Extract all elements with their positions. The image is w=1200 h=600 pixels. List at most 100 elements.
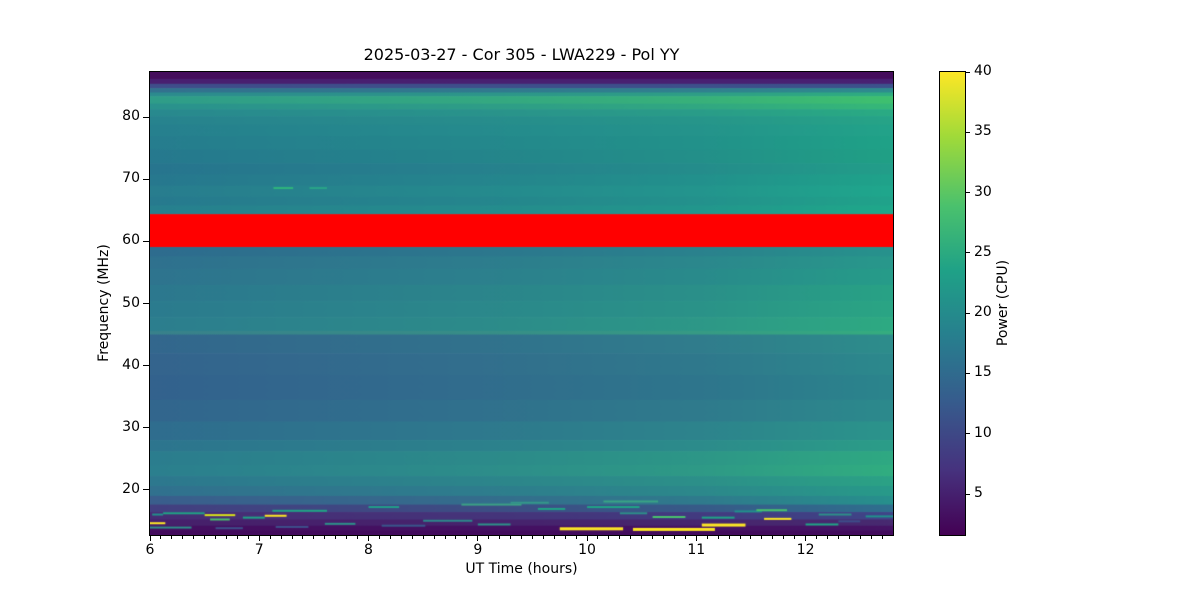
y-tick-mark: [143, 178, 149, 180]
y-tick-mark: [143, 365, 149, 367]
x-minor-tick-mark: [542, 536, 544, 539]
x-minor-tick-mark: [433, 536, 435, 539]
colorbar-gradient: [940, 72, 965, 535]
x-axis-label: UT Time (hours): [465, 561, 578, 577]
y-tick-mark: [143, 240, 149, 242]
spectrogram-plot: [149, 71, 894, 536]
x-minor-tick-mark: [488, 536, 490, 539]
colorbar-tick-label: 30: [974, 183, 992, 200]
x-tick-label: 7: [254, 542, 264, 558]
colorbar-tick-mark: [966, 433, 970, 435]
x-minor-tick-mark: [553, 536, 555, 539]
x-minor-tick-mark: [269, 536, 271, 539]
x-minor-tick-mark: [684, 536, 686, 539]
x-tick-mark: [368, 536, 370, 541]
x-tick-label: 10: [578, 542, 596, 558]
x-minor-tick-mark: [706, 536, 708, 539]
x-minor-tick-mark: [564, 536, 566, 539]
x-minor-tick-mark: [641, 536, 643, 539]
x-minor-tick-mark: [324, 536, 326, 539]
x-minor-tick-mark: [717, 536, 719, 539]
x-minor-tick-mark: [466, 536, 468, 539]
x-tick-mark: [258, 536, 260, 541]
x-minor-tick-mark: [870, 536, 872, 539]
x-minor-tick-mark: [575, 536, 577, 539]
colorbar-tick-mark: [966, 71, 970, 73]
x-tick-label: 11: [687, 542, 706, 558]
colorbar-tick-label: 15: [974, 364, 992, 381]
x-minor-tick-mark: [193, 536, 195, 539]
x-minor-tick-mark: [663, 536, 665, 539]
x-minor-tick-mark: [280, 536, 282, 539]
y-tick-mark: [143, 116, 149, 118]
x-minor-tick-mark: [859, 536, 861, 539]
x-minor-tick-mark: [728, 536, 730, 539]
x-minor-tick-mark: [652, 536, 654, 539]
x-minor-tick-mark: [881, 536, 883, 539]
colorbar-tick-label: 5: [974, 485, 983, 501]
x-minor-tick-mark: [630, 536, 632, 539]
x-minor-tick-mark: [389, 536, 391, 539]
colorbar-tick-mark: [966, 192, 970, 194]
y-tick-label: 80: [122, 108, 140, 125]
x-minor-tick-mark: [422, 536, 424, 539]
x-minor-tick-mark: [204, 536, 206, 539]
x-minor-tick-mark: [619, 536, 621, 539]
x-minor-tick-mark: [673, 536, 675, 539]
x-minor-tick-mark: [761, 536, 763, 539]
x-tick-mark: [477, 536, 479, 541]
y-axis-label: Frequency (MHz): [96, 244, 112, 362]
x-minor-tick-mark: [291, 536, 293, 539]
y-tick-label: 40: [122, 356, 140, 373]
colorbar-tick-mark: [966, 493, 970, 495]
colorbar-tick-mark: [966, 372, 970, 374]
x-tick-mark: [586, 536, 588, 541]
x-minor-tick-mark: [236, 536, 238, 539]
x-minor-tick-mark: [411, 536, 413, 539]
x-minor-tick-mark: [521, 536, 522, 539]
x-minor-tick-mark: [313, 536, 315, 539]
x-minor-tick-mark: [335, 536, 337, 539]
x-minor-tick-mark: [826, 536, 828, 539]
x-tick-mark: [805, 536, 807, 541]
x-minor-tick-mark: [531, 536, 533, 539]
x-minor-tick-mark: [750, 536, 752, 539]
x-minor-tick-mark: [378, 536, 380, 539]
x-minor-tick-mark: [794, 536, 796, 539]
x-minor-tick-mark: [346, 536, 348, 539]
colorbar: [939, 71, 966, 536]
y-tick-mark: [143, 303, 149, 304]
x-tick-label: 12: [796, 542, 815, 558]
colorbar-tick-mark: [966, 252, 970, 254]
x-minor-tick-mark: [739, 536, 741, 539]
colorbar-tick-label: 10: [974, 424, 992, 441]
figure-title: 2025-03-27 - Cor 305 - LWA229 - Pol YY: [363, 45, 680, 64]
x-minor-tick-mark: [302, 536, 304, 539]
x-minor-tick-mark: [816, 536, 817, 539]
x-tick-mark: [149, 536, 151, 541]
colorbar-label: Power (CPU): [995, 259, 1011, 347]
x-minor-tick-mark: [357, 536, 359, 539]
colorbar-tick-label: 20: [974, 304, 992, 321]
x-minor-tick-mark: [510, 536, 512, 539]
colorbar-tick-mark: [966, 131, 970, 133]
x-tick-label: 6: [145, 542, 155, 558]
x-tick-label: 8: [364, 542, 373, 558]
x-minor-tick-mark: [400, 536, 402, 539]
x-minor-tick-mark: [215, 536, 217, 539]
y-tick-label: 30: [122, 418, 140, 435]
spectrogram-heatmap-canvas: [150, 72, 893, 535]
x-minor-tick-mark: [597, 536, 599, 539]
y-tick-label: 20: [122, 480, 140, 497]
x-minor-tick-mark: [247, 536, 249, 539]
x-minor-tick-mark: [499, 536, 501, 539]
colorbar-tick-mark: [966, 312, 970, 314]
y-tick-label: 60: [122, 232, 140, 249]
x-minor-tick-mark: [444, 536, 446, 539]
x-minor-tick-mark: [848, 536, 850, 539]
x-tick-mark: [695, 536, 697, 541]
x-minor-tick-mark: [182, 536, 184, 539]
x-minor-tick-mark: [455, 536, 457, 539]
y-tick-label: 70: [122, 170, 140, 187]
x-minor-tick-mark: [160, 536, 162, 539]
